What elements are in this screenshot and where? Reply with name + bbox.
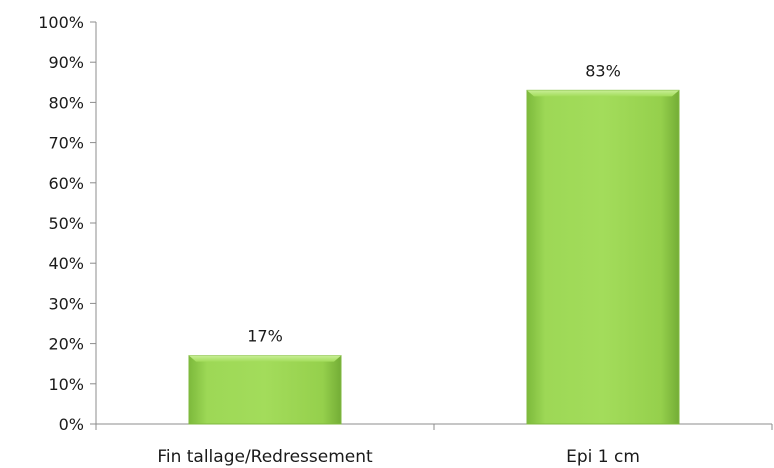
y-tick-label: 40% <box>48 254 84 273</box>
y-axis: 0% 10% 20% 30% 40% 50% 60% 70% 80% 90% 100% <box>38 13 97 434</box>
y-tick-label: 50% <box>48 214 84 233</box>
y-tick-label: 0% <box>59 415 84 434</box>
bar-bevel <box>527 90 679 97</box>
y-tick-label: 30% <box>48 294 84 313</box>
y-tick-label: 70% <box>48 134 84 153</box>
y-tick-label: 10% <box>48 375 84 394</box>
data-labels: 17% 83% <box>247 61 621 345</box>
x-tick-label: Fin tallage/Redressement <box>157 447 373 467</box>
y-tick-label: 60% <box>48 174 84 193</box>
y-tick-label: 100% <box>38 13 84 32</box>
x-axis: Fin tallage/Redressement Epi 1 cm <box>95 423 773 467</box>
y-tick-label: 80% <box>48 93 84 112</box>
y-tick-label: 20% <box>48 335 84 354</box>
bar <box>188 355 342 425</box>
bar-body <box>526 89 680 425</box>
bars <box>188 89 680 425</box>
x-tick-label: Epi 1 cm <box>566 447 640 467</box>
bar <box>526 89 680 425</box>
bar-bevel <box>189 355 341 362</box>
y-tick-label: 90% <box>48 53 84 72</box>
bar-body <box>188 355 342 425</box>
data-label: 17% <box>247 327 283 346</box>
data-label: 83% <box>585 61 621 80</box>
